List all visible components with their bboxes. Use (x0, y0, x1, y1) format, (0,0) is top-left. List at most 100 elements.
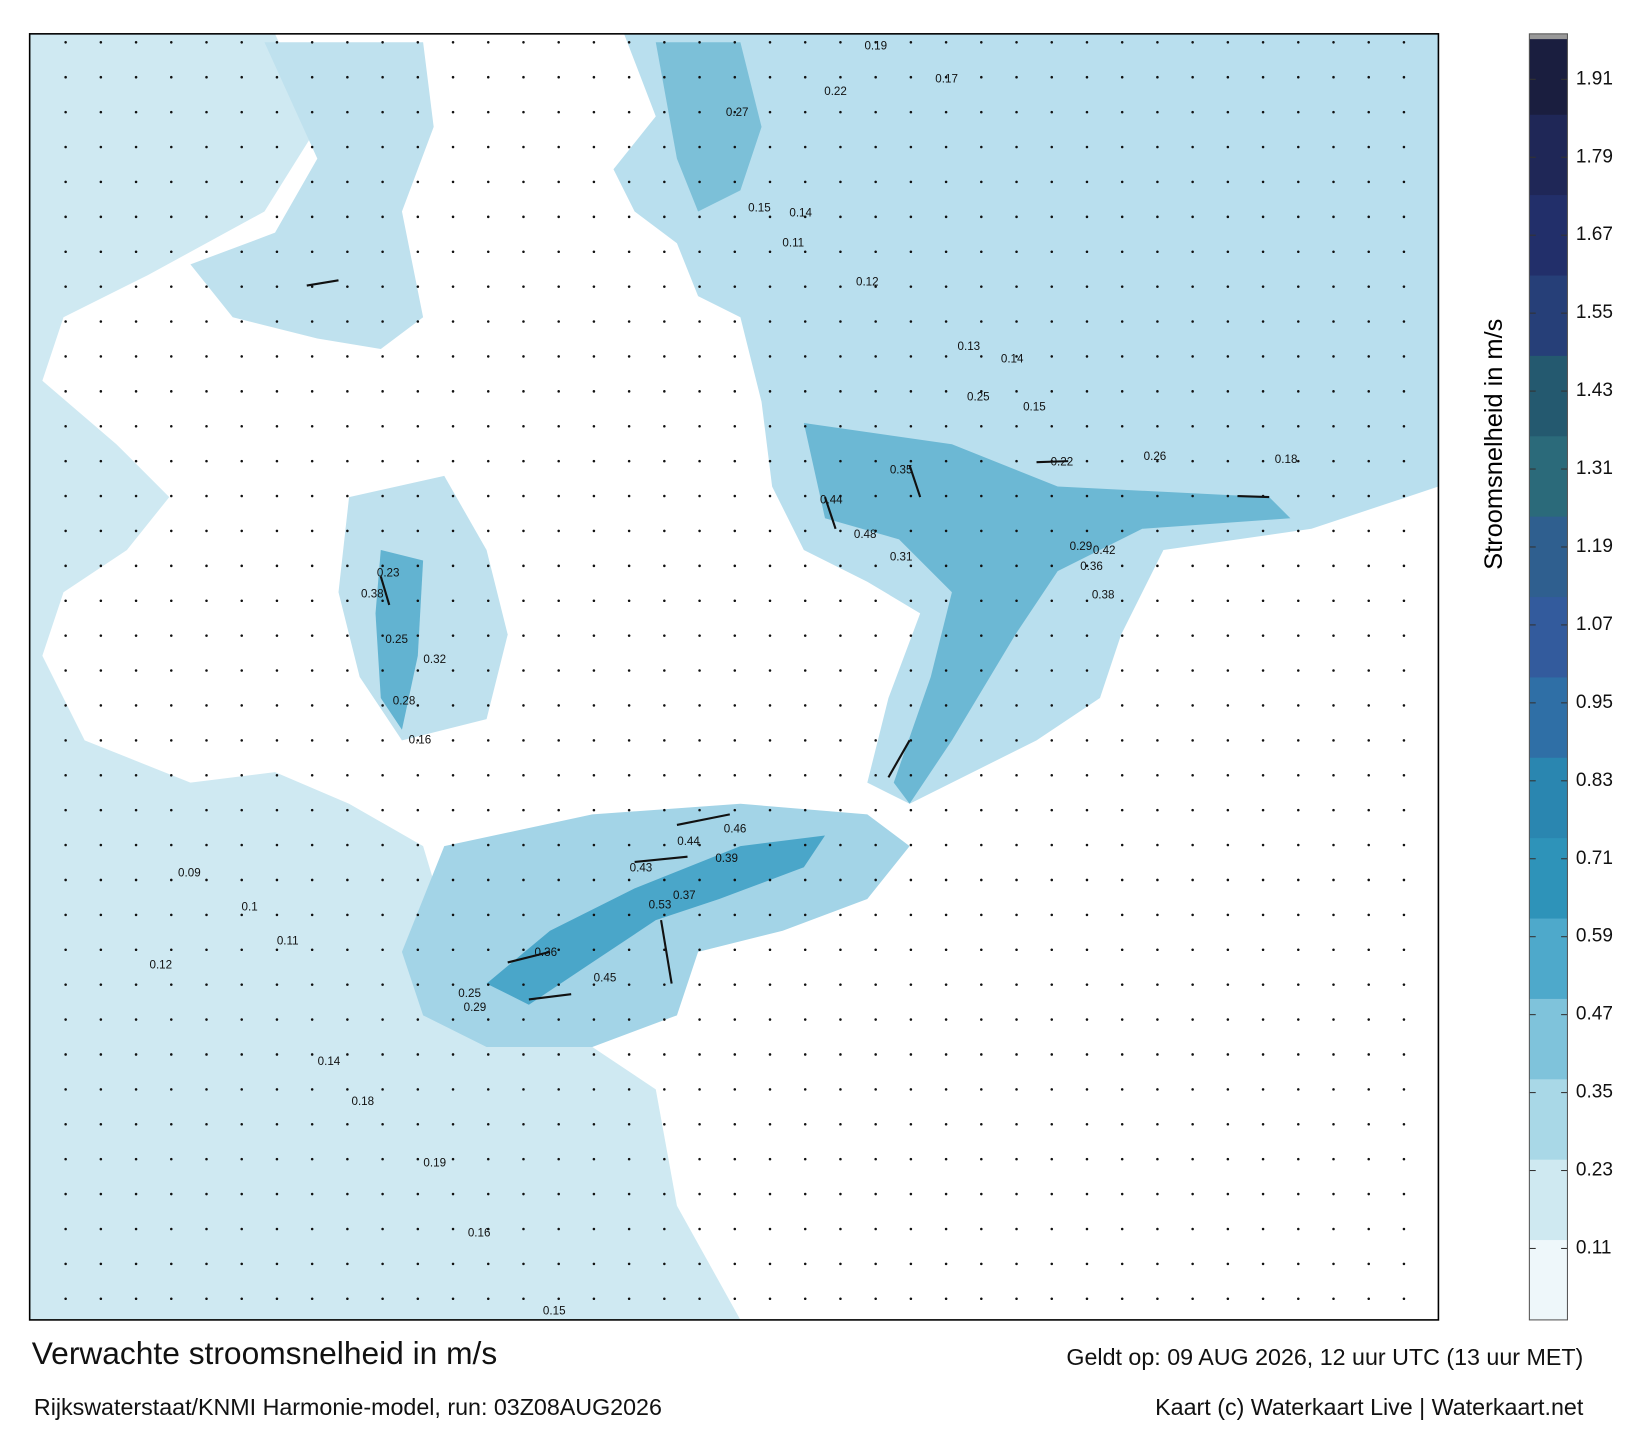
grid-dot (170, 564, 173, 568)
grid-dot (557, 1122, 560, 1126)
grid-dot (381, 599, 384, 602)
grid-dot (486, 1018, 490, 1021)
grid-dot (205, 1227, 208, 1231)
grid-dot (1402, 948, 1406, 952)
grid-dot (205, 808, 208, 812)
grid-dot (64, 808, 67, 812)
grid-dot (1297, 1192, 1300, 1196)
grid-dot (275, 1227, 279, 1231)
grid-dot (1156, 1262, 1159, 1266)
grid-dot (698, 669, 701, 672)
grid-dot (874, 1053, 877, 1056)
grid-dot (134, 75, 138, 79)
grid-dot (99, 424, 103, 428)
grid-dot (522, 1122, 525, 1126)
grid-dot (592, 599, 596, 602)
grid-dot (346, 355, 349, 358)
grid-dot (310, 1018, 314, 1021)
grid-dot (909, 424, 913, 428)
grid-dot (803, 564, 807, 568)
grid-dot (205, 878, 208, 882)
grid-dot (346, 494, 349, 498)
grid-dot (980, 1053, 983, 1056)
speed-label: 0.44 (677, 835, 700, 848)
grid-dot (240, 1053, 243, 1056)
grid-dot (522, 1157, 525, 1161)
grid-dot (240, 250, 243, 253)
grid-dot (627, 180, 631, 184)
grid-dot (1332, 739, 1335, 742)
grid-dot (1120, 599, 1124, 602)
speed-label: 0.44 (820, 493, 843, 506)
grid-dot (240, 983, 243, 986)
grid-dot (1156, 669, 1159, 672)
grid-dot (733, 739, 737, 742)
grid-dot (557, 41, 560, 44)
colorbar: 0.110.230.350.470.590.710.830.951.071.19… (1529, 33, 1613, 1321)
grid-dot (64, 704, 67, 707)
grid-dot (346, 1018, 349, 1021)
grid-dot (627, 390, 631, 393)
grid-dot (275, 669, 279, 672)
grid-dot (1085, 704, 1089, 707)
grid-dot (1367, 180, 1370, 184)
grid-dot (627, 948, 631, 952)
grid-dot (170, 215, 173, 219)
grid-dot (99, 1018, 103, 1021)
grid-dot (1261, 1053, 1265, 1056)
grid-dot (1297, 1262, 1300, 1266)
grid-dot (1156, 41, 1159, 44)
grid-dot (874, 739, 877, 742)
speed-label: 0.38 (1092, 589, 1115, 602)
grid-dot (768, 634, 772, 637)
grid-dot (944, 1018, 948, 1021)
grid-dot (944, 564, 948, 568)
grid-dot (346, 1053, 349, 1056)
grid-dot (1085, 180, 1089, 184)
grid-dot (275, 1157, 279, 1161)
grid-dot (381, 424, 384, 428)
grid-dot (310, 215, 314, 219)
grid-dot (1367, 110, 1370, 114)
grid-dot (275, 913, 279, 917)
grid-dot (1015, 145, 1018, 149)
grid-dot (1050, 145, 1054, 149)
grid-dot (768, 145, 772, 149)
grid-dot (451, 1262, 455, 1266)
grid-dot (170, 285, 173, 288)
grid-dot (310, 773, 314, 777)
grid-dot (839, 285, 842, 288)
grid-dot (275, 250, 279, 253)
grid-dot (1050, 285, 1054, 288)
grid-dot (275, 808, 279, 812)
grid-dot (874, 320, 877, 323)
grid-dot (205, 1192, 208, 1196)
grid-dot (310, 41, 314, 44)
grid-dot (134, 355, 138, 358)
grid-dot (698, 1018, 701, 1021)
grid-dot (416, 285, 420, 288)
grid-dot (346, 983, 349, 986)
grid-dot (522, 285, 525, 288)
grid-dot (1015, 250, 1018, 253)
grid-dot (1156, 529, 1159, 533)
grid-dot (909, 110, 913, 114)
grid-dot (1297, 1122, 1300, 1126)
grid-dot (1367, 459, 1370, 463)
grid-dot (346, 948, 349, 952)
grid-dot (99, 1297, 103, 1301)
grid-dot (1332, 878, 1335, 882)
grid-dot (1297, 1297, 1300, 1301)
speed-label: 0.19 (864, 40, 887, 53)
grid-dot (839, 250, 842, 253)
grid-dot (803, 1157, 807, 1161)
grid-dot (698, 459, 701, 463)
grid-dot (240, 1192, 243, 1196)
grid-dot (1332, 704, 1335, 707)
grid-dot (1015, 1262, 1018, 1266)
grid-dot (99, 41, 103, 44)
grid-dot (592, 215, 596, 219)
grid-dot (557, 913, 560, 917)
grid-dot (980, 110, 983, 114)
grid-dot (874, 1088, 877, 1091)
